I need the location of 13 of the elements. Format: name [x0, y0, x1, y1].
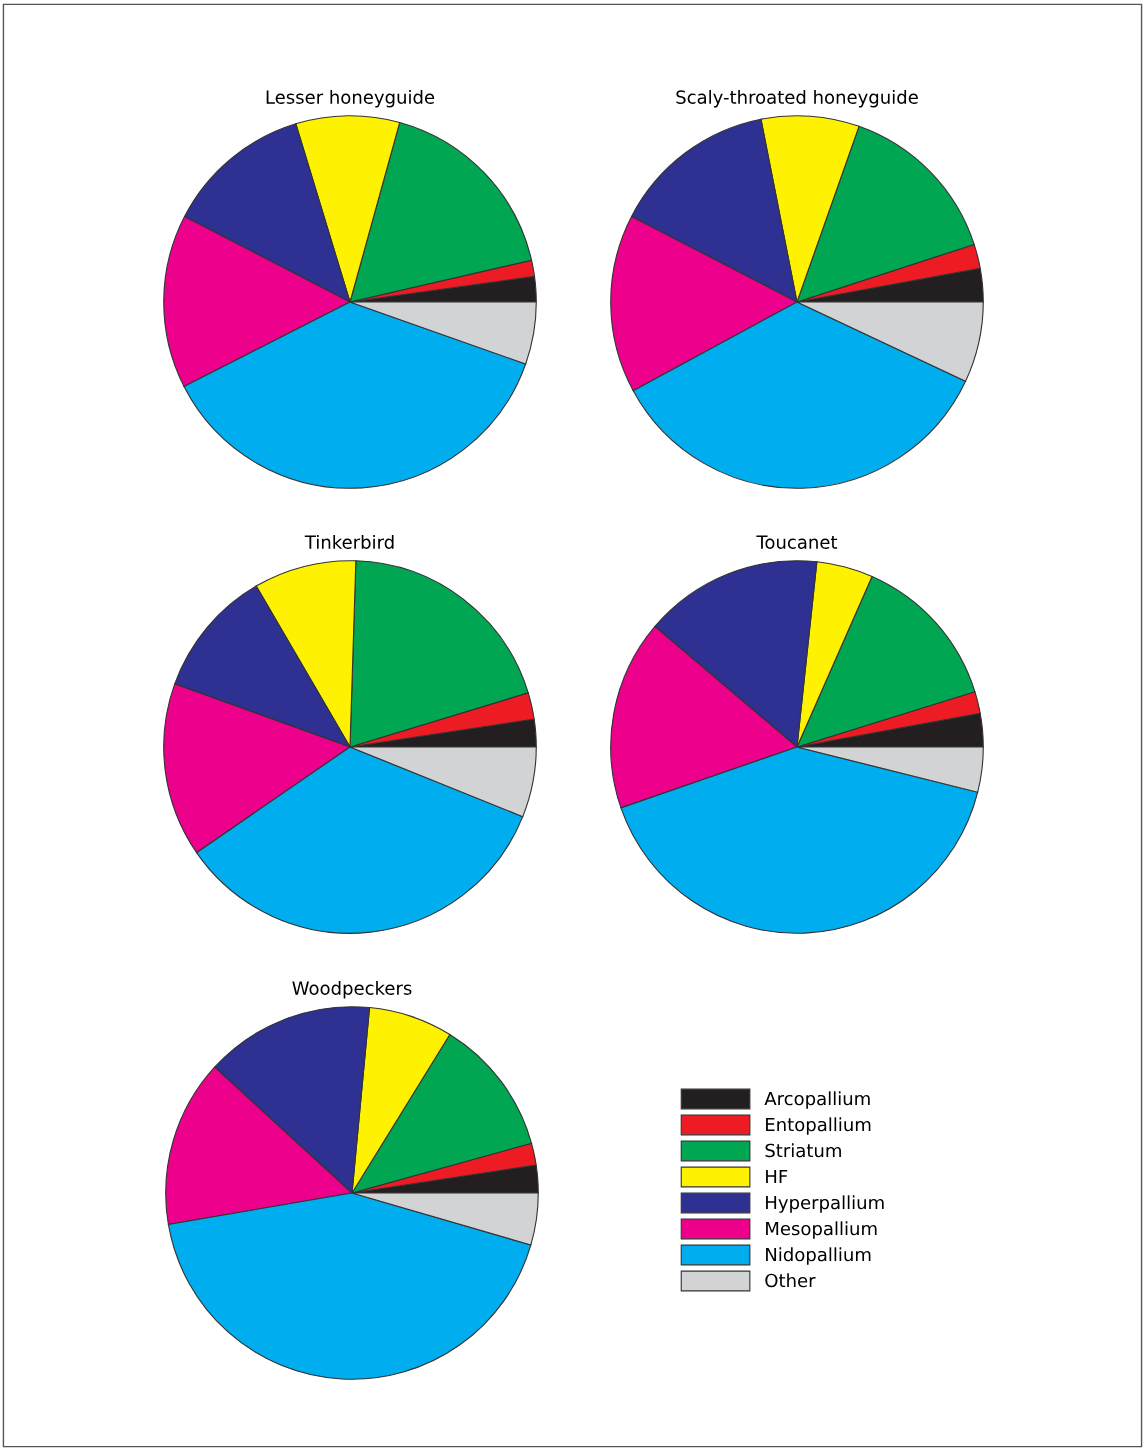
legend-label: Mesopallium [766, 1221, 877, 1239]
legend-label: Nidopallium [766, 1247, 871, 1265]
chart-title: Scaly-throated honeyguide [676, 89, 918, 108]
chart-title: Woodpeckers [292, 980, 412, 999]
chart-title: Lesser honeyguide [266, 89, 435, 108]
legend-label: Other [765, 1273, 816, 1288]
legend-label: Arcopallium [764, 1091, 870, 1109]
legend-label: HF [766, 1169, 788, 1184]
chart-title: Tinkerbird [304, 534, 394, 549]
legend-label: Hyperpallium [766, 1195, 884, 1213]
legend-label: Striatum [765, 1143, 841, 1158]
chart-title: Toucanet [756, 535, 838, 549]
legend-label: Entopallium [766, 1117, 871, 1135]
